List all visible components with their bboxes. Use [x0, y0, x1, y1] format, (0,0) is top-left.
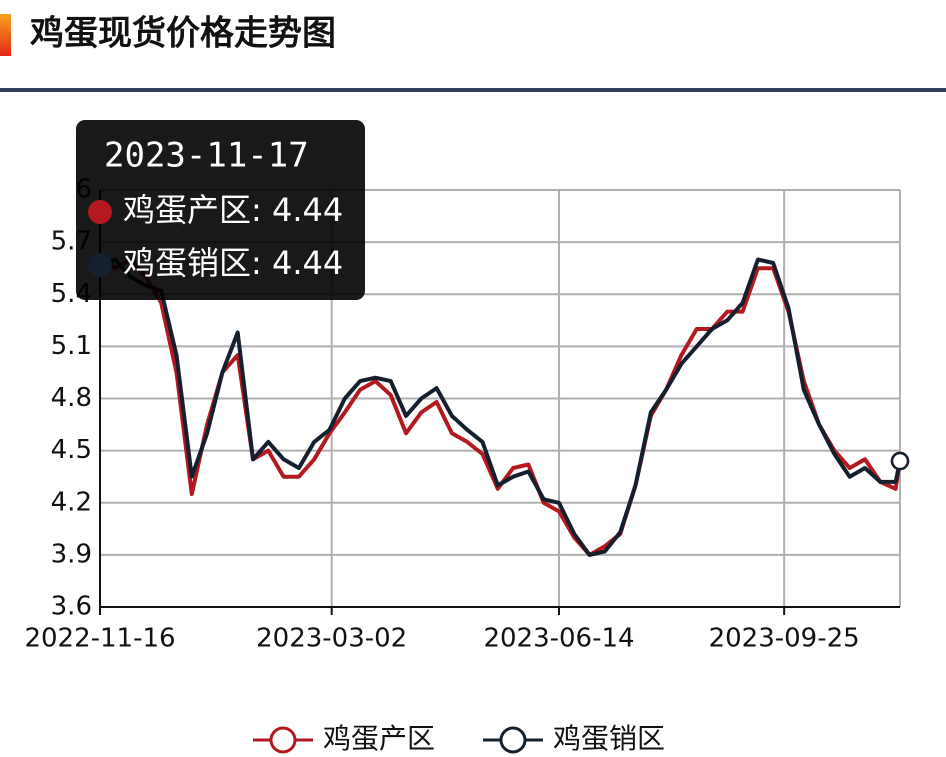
tooltip-title: 2023-11-17	[104, 136, 309, 176]
legend-label: 鸡蛋销区	[553, 722, 665, 755]
title-icon	[0, 14, 11, 56]
y-tick-label: 4.2	[51, 487, 92, 517]
series-line	[99, 257, 902, 557]
tooltip: 2023-11-17 鸡蛋产区: 4.44 鸡蛋销区: 4.44	[76, 120, 365, 300]
series-line	[99, 257, 902, 557]
chart-title: 鸡蛋现货价格走势图	[30, 14, 336, 54]
plot: 3.63.94.24.54.85.15.45.762022-11-162023-…	[24, 175, 910, 654]
y-tick-label: 3.9	[51, 539, 92, 569]
x-tick-label: 2022-11-16	[24, 624, 175, 654]
y-tick-label: 3.6	[51, 592, 92, 622]
y-tick-label: 5.1	[51, 331, 92, 361]
legend-marker	[269, 726, 297, 754]
x-tick-label: 2023-06-14	[483, 624, 634, 654]
tooltip-item: 鸡蛋产区: 4.44	[123, 191, 343, 229]
tooltip-marker	[88, 200, 112, 224]
legend-label: 鸡蛋产区	[323, 722, 435, 755]
hover-point	[890, 451, 910, 471]
x-tick-label: 2023-03-02	[256, 624, 407, 654]
tooltip-box	[76, 120, 365, 300]
tooltip-marker	[88, 253, 112, 277]
legend-marker	[499, 726, 527, 754]
tooltip-item: 鸡蛋销区: 4.44	[123, 244, 343, 282]
y-tick-label: 4.8	[51, 383, 92, 413]
y-tick-label: 4.5	[51, 435, 92, 465]
header-rule	[0, 88, 946, 92]
x-tick-label: 2023-09-25	[709, 624, 860, 654]
